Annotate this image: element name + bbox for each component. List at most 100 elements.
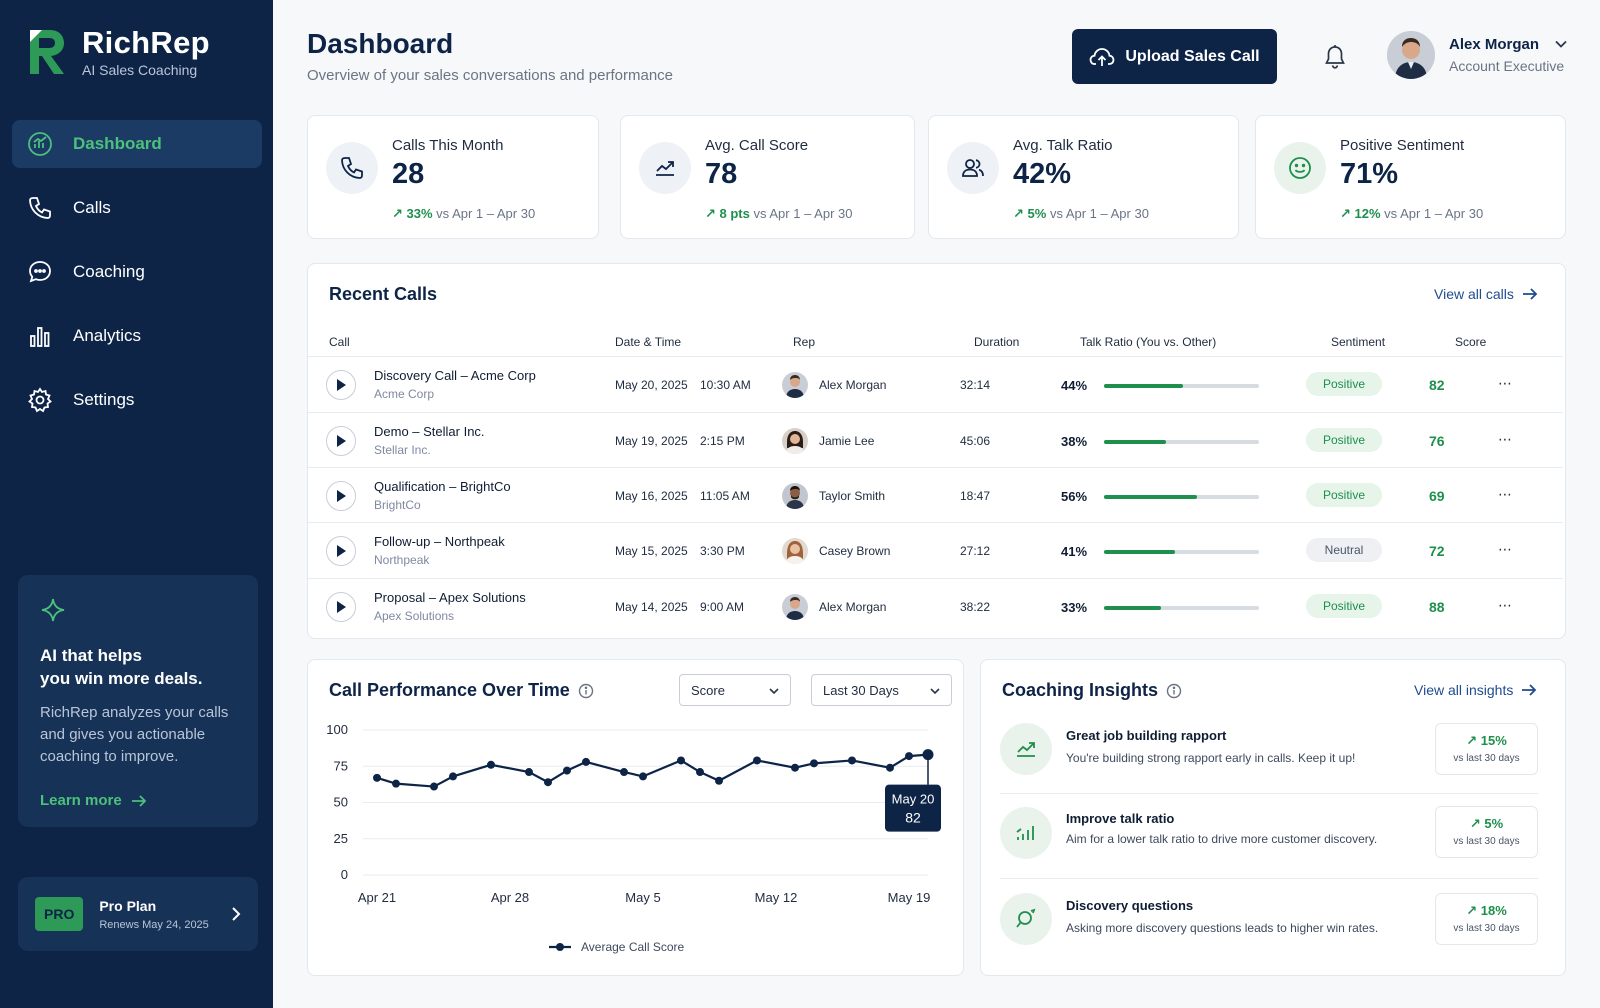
sidebar-item-label: Dashboard xyxy=(73,134,162,153)
chevron-down-icon[interactable] xyxy=(1553,36,1569,52)
call-score: 82 xyxy=(1429,377,1445,393)
sidebar-item-analytics[interactable]: Analytics xyxy=(12,312,262,360)
divider xyxy=(1000,878,1538,879)
info-icon[interactable] xyxy=(1166,683,1182,699)
chevron-down-icon xyxy=(930,688,940,695)
play-icon xyxy=(337,490,346,502)
sidebar-item-calls[interactable]: Calls xyxy=(12,184,262,232)
user-name[interactable]: Alex Morgan xyxy=(1449,36,1540,53)
sidebar-item-settings[interactable]: Settings xyxy=(12,376,262,424)
chat-icon xyxy=(29,261,51,283)
data-point xyxy=(373,773,381,782)
call-company: Stellar Inc. xyxy=(374,443,431,457)
call-name[interactable]: Qualification – BrightCo xyxy=(374,479,511,494)
upload-sales-call-button[interactable]: Upload Sales Call xyxy=(1072,29,1277,84)
sidebar-item-label: Calls xyxy=(73,198,111,217)
stat-compare: vs Apr 1 – Apr 30 xyxy=(436,206,536,221)
metric-select[interactable]: Score xyxy=(679,674,791,706)
series-line xyxy=(376,753,929,788)
y-tick-label: 25 xyxy=(334,831,348,846)
call-name[interactable]: Discovery Call – Acme Corp xyxy=(374,368,536,383)
talk-ratio-fill xyxy=(1104,384,1184,388)
brand-name: RichRep xyxy=(82,25,210,60)
more-options-icon[interactable]: ⋯ xyxy=(1498,375,1513,391)
data-point xyxy=(563,766,571,775)
table-row[interactable]: Qualification – BrightCo BrightCo May 16… xyxy=(308,467,1563,523)
talk-ratio-value: 56% xyxy=(1061,489,1088,504)
talk-ratio-fill xyxy=(1104,495,1197,499)
stat-label: Avg. Talk Ratio xyxy=(1013,137,1113,154)
x-tick-label: Apr 28 xyxy=(491,890,529,905)
call-duration: 27:12 xyxy=(960,544,991,558)
view-all-calls-link[interactable]: View all calls xyxy=(1434,286,1538,302)
sentiment-badge: Positive xyxy=(1306,483,1382,507)
insight-text: You're building strong rapport early in … xyxy=(1066,751,1356,765)
stat-compare: vs Apr 1 – Apr 30 xyxy=(1049,206,1149,221)
sparkle-icon xyxy=(41,598,65,622)
insight-title: Great job building rapport xyxy=(1066,728,1227,743)
insight-delta: ↗ 15% xyxy=(1466,733,1507,748)
plan-card[interactable]: PRO Pro Plan Renews May 24, 2025 xyxy=(18,877,258,951)
more-options-icon[interactable]: ⋯ xyxy=(1498,431,1513,447)
trend-icon xyxy=(656,161,674,176)
metric-select-value: Score xyxy=(691,682,725,698)
trend-up-icon: ↗ xyxy=(705,206,720,221)
user-avatar[interactable] xyxy=(1387,31,1435,79)
bell-icon[interactable] xyxy=(1323,44,1347,70)
data-point xyxy=(430,782,438,791)
rep-name: Jamie Lee xyxy=(819,434,875,448)
call-duration: 32:14 xyxy=(960,378,991,392)
brand-tagline: AI Sales Coaching xyxy=(82,62,198,78)
play-button[interactable] xyxy=(326,481,356,511)
data-point xyxy=(487,760,495,769)
sentiment-badge: Positive xyxy=(1306,372,1382,396)
plan-renewal: Renews May 24, 2025 xyxy=(99,918,209,931)
plan-badge: PRO xyxy=(35,897,84,931)
call-name[interactable]: Demo – Stellar Inc. xyxy=(374,424,485,439)
more-options-icon[interactable]: ⋯ xyxy=(1498,597,1513,613)
date-range-select[interactable]: Last 30 Days xyxy=(811,674,952,706)
sidebar-item-dashboard[interactable]: Dashboard xyxy=(12,120,262,168)
avatar xyxy=(782,594,808,620)
dashboard-icon xyxy=(28,132,52,156)
call-date: May 19, 2025 xyxy=(615,434,688,448)
data-point xyxy=(696,768,704,777)
insight-delta-value: 18% xyxy=(1480,903,1507,918)
richrep-logo-icon xyxy=(30,30,64,74)
more-options-icon[interactable]: ⋯ xyxy=(1498,541,1513,557)
play-button[interactable] xyxy=(326,536,356,566)
data-point xyxy=(791,763,799,772)
tooltip-label: May 20 xyxy=(892,792,935,807)
info-icon[interactable] xyxy=(578,683,594,699)
table-row[interactable]: Proposal – Apex Solutions Apex Solutions… xyxy=(308,578,1563,634)
date-range-select-value: Last 30 Days xyxy=(823,682,899,698)
call-name[interactable]: Follow-up – Northpeak xyxy=(374,534,505,549)
play-button[interactable] xyxy=(326,370,356,400)
table-row[interactable]: Follow-up – Northpeak Northpeak May 15, … xyxy=(308,522,1563,578)
stat-value: 78 xyxy=(705,158,738,190)
play-button[interactable] xyxy=(326,592,356,622)
insight-delta-box: ↗ 5% vs last 30 days xyxy=(1435,806,1538,858)
users-icon xyxy=(962,159,984,177)
call-name[interactable]: Proposal – Apex Solutions xyxy=(374,590,526,605)
play-button[interactable] xyxy=(326,426,356,456)
learn-more-link[interactable]: Learn more xyxy=(40,792,236,809)
view-all-insights-link[interactable]: View all insights xyxy=(1414,682,1537,698)
avatar xyxy=(782,483,808,509)
sidebar-item-coaching[interactable]: Coaching xyxy=(12,248,262,296)
call-duration: 38:22 xyxy=(960,600,991,614)
table-row[interactable]: Discovery Call – Acme Corp Acme Corp May… xyxy=(308,356,1563,412)
call-duration: 18:47 xyxy=(960,489,991,503)
table-row[interactable]: Demo – Stellar Inc. Stellar Inc. May 19,… xyxy=(308,412,1563,468)
data-point xyxy=(544,778,552,787)
insight-delta-sub: vs last 30 days xyxy=(1453,753,1520,764)
brand[interactable]: RichRep AI Sales Coaching xyxy=(26,26,210,78)
phone-icon xyxy=(29,197,51,219)
talk-ratio-bar xyxy=(1104,495,1259,499)
legend-marker xyxy=(556,943,564,951)
performance-line-chart[interactable]: 0 25 50 75 100 Apr 21 Apr 28 May 5 May 12 May 19 M… xyxy=(308,660,965,977)
call-company: Apex Solutions xyxy=(374,609,455,623)
play-icon xyxy=(337,601,346,613)
call-time: 3:30 PM xyxy=(700,544,745,558)
more-options-icon[interactable]: ⋯ xyxy=(1498,486,1513,502)
